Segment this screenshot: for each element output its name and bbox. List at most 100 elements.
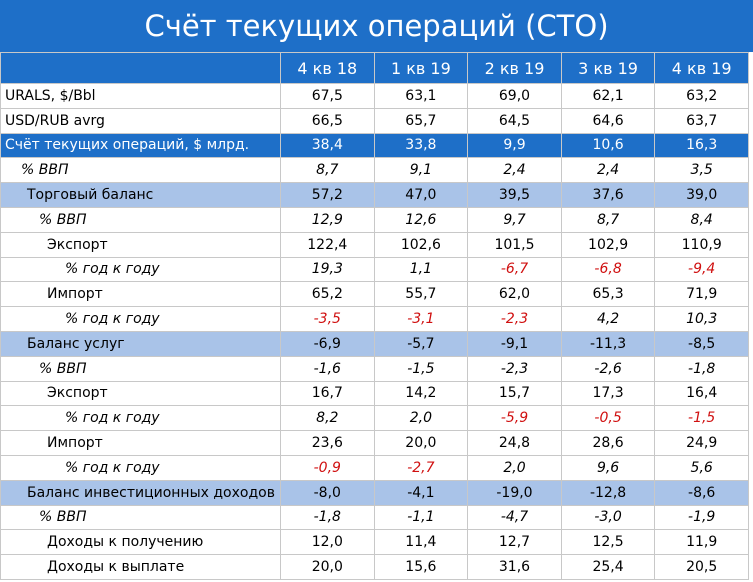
- cell: 25,4: [560, 554, 656, 580]
- cell: 101,5: [467, 231, 562, 258]
- cell: -2,6: [560, 355, 656, 382]
- cell: 19,3: [280, 256, 375, 283]
- cell: 64,5: [467, 107, 562, 134]
- row-label: Импорт: [0, 430, 281, 456]
- table-row: % ВВП -1,8 -1,1 -4,7 -3,0 -1,9: [0, 504, 749, 531]
- cell: 63,7: [654, 107, 749, 134]
- cell: -5,9: [467, 405, 562, 432]
- cell: 12,6: [373, 206, 469, 233]
- cell: 11,9: [654, 529, 749, 556]
- table-row: % ВВП 8,7 9,1 2,4 2,4 3,5: [0, 157, 749, 184]
- cell: 66,5: [280, 107, 375, 134]
- cell: 5,6: [654, 454, 749, 481]
- row-label: % ВВП: [0, 206, 281, 233]
- cell: 65,3: [560, 281, 656, 308]
- table-row: Импорт 23,6 20,0 24,8 28,6 24,9: [0, 430, 749, 456]
- header-row: 4 кв 18 1 кв 19 2 кв 19 3 кв 19 4 кв 19: [0, 52, 749, 84]
- cell: 16,7: [280, 380, 375, 407]
- cell: -5,7: [373, 330, 469, 357]
- cell: 2,4: [467, 157, 562, 184]
- cell: -2,3: [467, 306, 562, 332]
- cell: 20,0: [280, 554, 375, 580]
- cell: 8,7: [560, 206, 656, 233]
- row-label: USD/RUB avrg: [0, 107, 281, 134]
- cell: -9,4: [654, 256, 749, 283]
- row-label: % год к году: [0, 306, 281, 332]
- cell: 31,6: [467, 554, 562, 580]
- cell: 102,9: [560, 231, 656, 258]
- row-label: % ВВП: [0, 504, 281, 531]
- table-row: % ВВП -1,6 -1,5 -2,3 -2,6 -1,8: [0, 355, 749, 382]
- row-label: Баланс инвестиционных доходов: [0, 479, 281, 506]
- cell: 102,6: [373, 231, 469, 258]
- cell: 24,9: [654, 430, 749, 456]
- table-row: Экспорт 16,7 14,2 15,7 17,3 16,4: [0, 380, 749, 407]
- table-row: Торговый баланс 57,2 47,0 39,5 37,6 39,0: [0, 182, 749, 208]
- cell: 110,9: [654, 231, 749, 258]
- cell: -1,8: [280, 504, 375, 531]
- header-cell: 4 кв 19: [654, 52, 749, 84]
- cell: -19,0: [467, 479, 562, 506]
- cell: 9,9: [467, 132, 562, 159]
- cell: -8,0: [280, 479, 375, 506]
- row-label: % год к году: [0, 256, 281, 283]
- cell: -8,6: [654, 479, 749, 506]
- cell: -0,9: [280, 454, 375, 481]
- row-label: Экспорт: [0, 380, 281, 407]
- row-label: Доходы к выплате: [0, 554, 281, 580]
- table-row: % год к году -3,5 -3,1 -2,3 4,2 10,3: [0, 306, 749, 332]
- cell: 2,4: [560, 157, 656, 184]
- cell: 2,0: [373, 405, 469, 432]
- row-label: % год к году: [0, 454, 281, 481]
- cell: 9,7: [467, 206, 562, 233]
- cell: 28,6: [560, 430, 656, 456]
- cell: 71,9: [654, 281, 749, 308]
- table-row: URALS, $/Bbl 67,5 63,1 69,0 62,1 63,2: [0, 83, 749, 109]
- cell: 11,4: [373, 529, 469, 556]
- cell: 57,2: [280, 182, 375, 208]
- cell: 16,4: [654, 380, 749, 407]
- cell: -1,5: [654, 405, 749, 432]
- cell: 62,1: [560, 83, 656, 109]
- table-row: % год к году 8,2 2,0 -5,9 -0,5 -1,5: [0, 405, 749, 432]
- cell: 9,1: [373, 157, 469, 184]
- cell: -12,8: [560, 479, 656, 506]
- cell: 9,6: [560, 454, 656, 481]
- row-label: URALS, $/Bbl: [0, 83, 281, 109]
- title: Счёт текущих операций (СТО): [0, 0, 753, 52]
- table-row: Доходы к выплате 20,0 15,6 31,6 25,4 20,5: [0, 554, 749, 580]
- cell: 15,6: [373, 554, 469, 580]
- cell: -1,5: [373, 355, 469, 382]
- cell: -3,0: [560, 504, 656, 531]
- cell: -6,9: [280, 330, 375, 357]
- table-row: USD/RUB avrg 66,5 65,7 64,5 64,6 63,7: [0, 107, 749, 134]
- cell: -4,7: [467, 504, 562, 531]
- cell: 67,5: [280, 83, 375, 109]
- cell: -2,7: [373, 454, 469, 481]
- cell: -6,7: [467, 256, 562, 283]
- cell: 12,5: [560, 529, 656, 556]
- table-row: Импорт 65,2 55,7 62,0 65,3 71,9: [0, 281, 749, 308]
- cell: -1,1: [373, 504, 469, 531]
- cell: 39,0: [654, 182, 749, 208]
- cell: 20,0: [373, 430, 469, 456]
- table-row: Баланс услуг -6,9 -5,7 -9,1 -11,3 -8,5: [0, 330, 749, 357]
- cell: 24,8: [467, 430, 562, 456]
- row-label: Счёт текущих операций, $ млрд.: [0, 132, 281, 159]
- cell: 65,7: [373, 107, 469, 134]
- cell: 37,6: [560, 182, 656, 208]
- row-label: % год к году: [0, 405, 281, 432]
- row-label: Торговый баланс: [0, 182, 281, 208]
- cell: 8,7: [280, 157, 375, 184]
- row-label: % ВВП: [0, 355, 281, 382]
- cell: 63,1: [373, 83, 469, 109]
- header-cell: 2 кв 19: [467, 52, 562, 84]
- cell: -8,5: [654, 330, 749, 357]
- cell: 12,9: [280, 206, 375, 233]
- cell: 122,4: [280, 231, 375, 258]
- cell: -3,1: [373, 306, 469, 332]
- row-label: Экспорт: [0, 231, 281, 258]
- row-label: Баланс услуг: [0, 330, 281, 357]
- cell: -1,6: [280, 355, 375, 382]
- cell: -6,8: [560, 256, 656, 283]
